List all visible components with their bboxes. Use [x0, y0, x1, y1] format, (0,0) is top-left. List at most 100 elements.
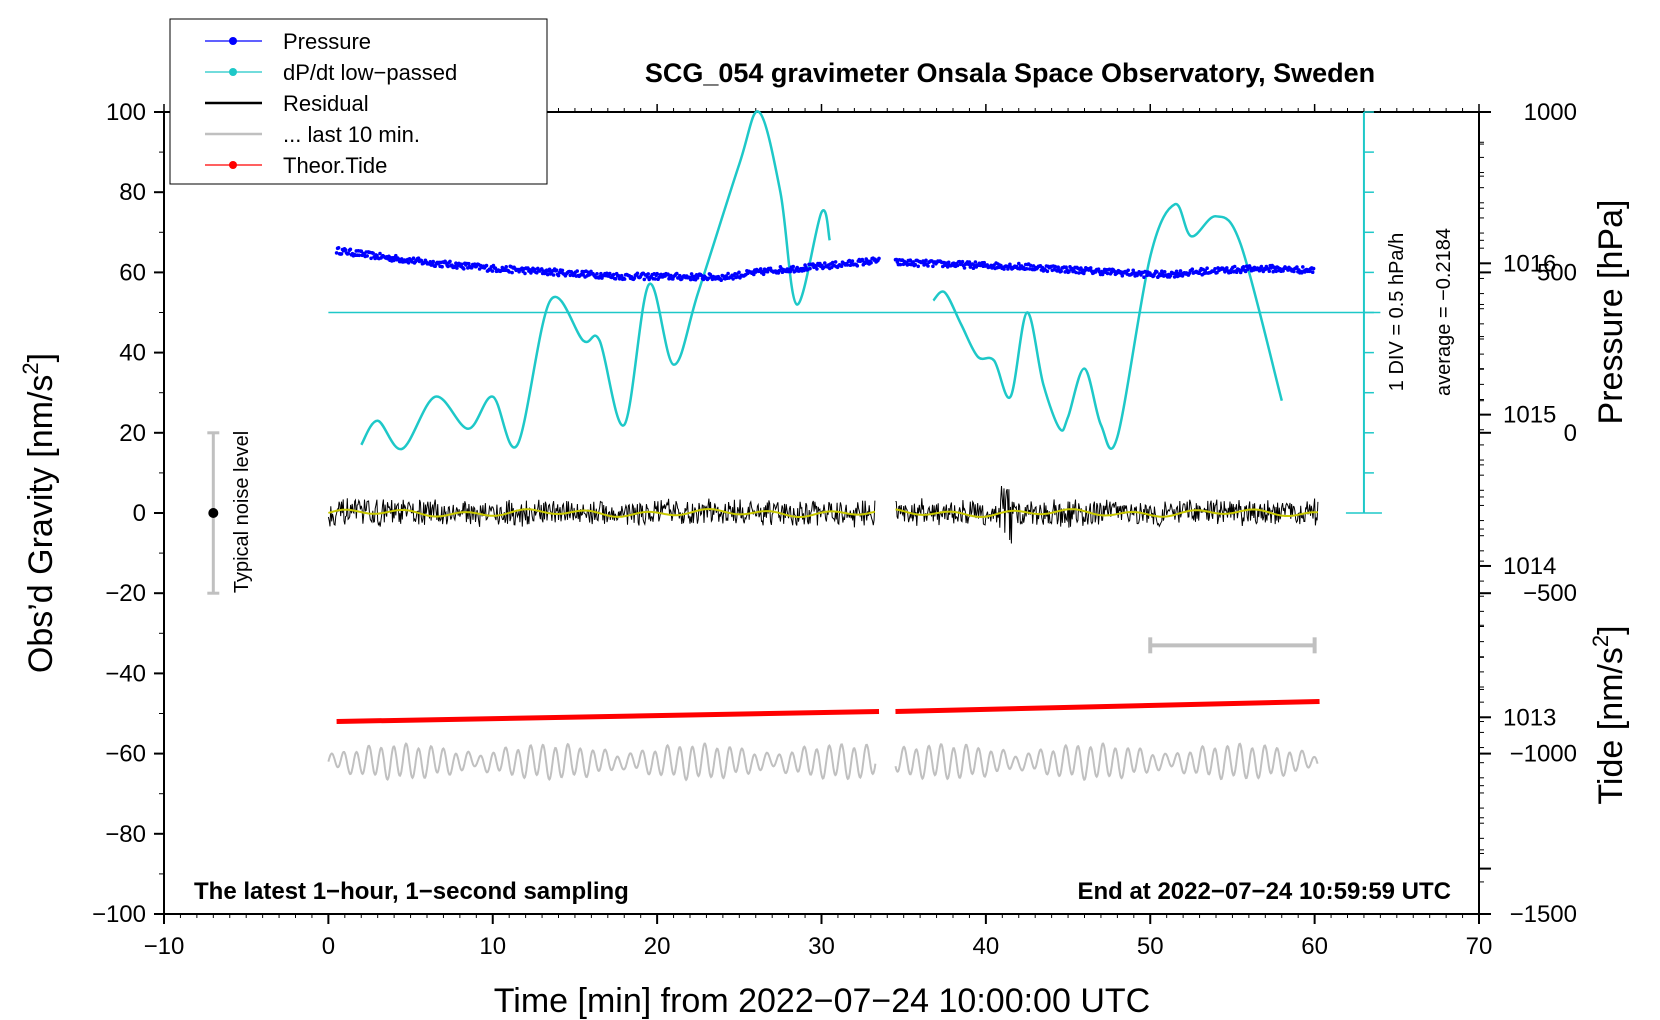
pressure-point — [765, 269, 770, 274]
pressure-point — [1225, 266, 1229, 270]
pressure-point — [1301, 265, 1305, 269]
pressure-point — [1190, 267, 1195, 272]
pressure-point — [982, 260, 986, 265]
legend-label: dP/dt low−passed — [283, 60, 457, 85]
pressure-point — [913, 262, 917, 267]
pressure-point — [1178, 269, 1183, 273]
pressure-point — [504, 265, 509, 269]
pressure-point — [369, 256, 373, 261]
x-tick-label: 30 — [808, 933, 835, 960]
x-tick-label: 10 — [479, 933, 506, 960]
pressure-point — [814, 264, 818, 269]
pressure-point — [431, 259, 436, 264]
pressure-point — [877, 256, 881, 261]
x-axis: −10 0 10 20 30 40 50 60 70 — [144, 104, 1493, 960]
legend-box — [169, 18, 548, 185]
pressure-point — [1109, 270, 1114, 275]
y-axis-tide-title-main: Tide [nm/s — [1592, 647, 1630, 804]
pressure-point — [1155, 270, 1159, 274]
pressure-point — [1074, 270, 1078, 275]
pressure-point — [1267, 269, 1272, 274]
x-tick-label: 70 — [1466, 933, 1493, 960]
dpdt-series-segment-1 — [360, 110, 831, 451]
y-axis-tide-title-sup: 2 — [1588, 635, 1613, 647]
pressure-point — [791, 264, 795, 269]
pressure-point — [1271, 269, 1275, 274]
y-tick-label: 40 — [119, 340, 146, 367]
pressure-point — [1241, 265, 1246, 269]
pressure-point — [611, 272, 616, 277]
pressure-point — [605, 271, 609, 276]
pressure-point — [1232, 264, 1237, 269]
pressure-series — [334, 246, 1316, 283]
pressure-point — [790, 267, 794, 272]
pressure-point — [850, 259, 855, 263]
y-axis-left-title-sup: 2 — [18, 362, 43, 374]
pressure-point — [675, 271, 679, 276]
pressure-point — [1259, 264, 1264, 269]
y-axis-left-title: Obs’d Gravity [nm/s2] — [18, 353, 60, 673]
pressure-point — [545, 272, 550, 277]
y-tick-label: −100 — [92, 901, 146, 928]
noise-level-label: Typical noise level — [231, 431, 253, 593]
pressure-point — [653, 277, 657, 281]
pressure-point — [655, 271, 659, 276]
pressure-point — [1053, 264, 1057, 269]
pressure-point — [1234, 270, 1239, 275]
x-tick-label: 40 — [973, 933, 1000, 960]
pressure-point — [392, 258, 396, 263]
pressure-point — [646, 272, 650, 276]
last10-series-segment-1 — [327, 742, 877, 782]
pressure-point — [916, 264, 920, 269]
pressure-point — [1024, 267, 1029, 271]
pressure-point — [440, 264, 444, 269]
pressure-point — [533, 267, 537, 272]
legend-marker — [229, 37, 237, 45]
pressure-point — [1126, 268, 1130, 273]
pressure-tick-label: 1015 — [1503, 402, 1556, 429]
noise-level-bar — [207, 431, 220, 595]
pressure-point — [795, 265, 799, 270]
pressure-point — [1295, 265, 1299, 269]
pressure-point — [1008, 262, 1012, 267]
pressure-point — [371, 251, 375, 255]
pressure-point — [510, 270, 514, 275]
pressure-point — [1205, 266, 1209, 271]
pressure-point — [608, 271, 612, 276]
y-axis-left-title-end: ] — [22, 353, 60, 362]
pressure-point — [622, 277, 627, 281]
legend-label: ... last 10 min. — [283, 122, 420, 147]
legend-marker — [229, 68, 237, 76]
tide-tick-label: −500 — [1523, 580, 1577, 607]
pressure-point — [839, 264, 844, 269]
pressure-point — [507, 270, 512, 274]
y-tick-label: −20 — [105, 580, 146, 607]
y-axis-left-title-main: Obs’d Gravity [nm/s — [22, 375, 60, 674]
pressure-point — [830, 260, 835, 265]
pressure-tick-label: 1013 — [1503, 704, 1556, 731]
legend: Pressure dP/dt low−passed Residual ... last… — [169, 18, 548, 185]
pressure-point — [761, 272, 766, 277]
pressure-point — [802, 268, 806, 273]
noise-bar-dot — [208, 508, 219, 518]
pressure-point — [613, 277, 618, 281]
pressure-point — [973, 260, 978, 264]
pressure-point — [1229, 270, 1233, 275]
pressure-point — [1077, 271, 1081, 275]
pressure-point — [1045, 269, 1050, 274]
tide-tick-label: 1000 — [1524, 99, 1577, 126]
pressure-point — [595, 272, 599, 276]
pressure-point — [1213, 267, 1217, 271]
pressure-point — [962, 266, 967, 270]
pressure-point — [1120, 274, 1125, 278]
pressure-point — [737, 270, 741, 275]
pressure-point — [731, 277, 735, 281]
pressure-point — [378, 251, 382, 256]
tide-tick-label: 500 — [1537, 259, 1577, 286]
tide-tick-label: 0 — [1564, 420, 1577, 447]
pressure-point — [1311, 266, 1316, 271]
pressure-point — [1180, 274, 1185, 278]
pressure-point — [348, 247, 353, 252]
last10-range-bar — [1148, 637, 1317, 654]
pressure-tick-label: 1014 — [1503, 553, 1556, 580]
